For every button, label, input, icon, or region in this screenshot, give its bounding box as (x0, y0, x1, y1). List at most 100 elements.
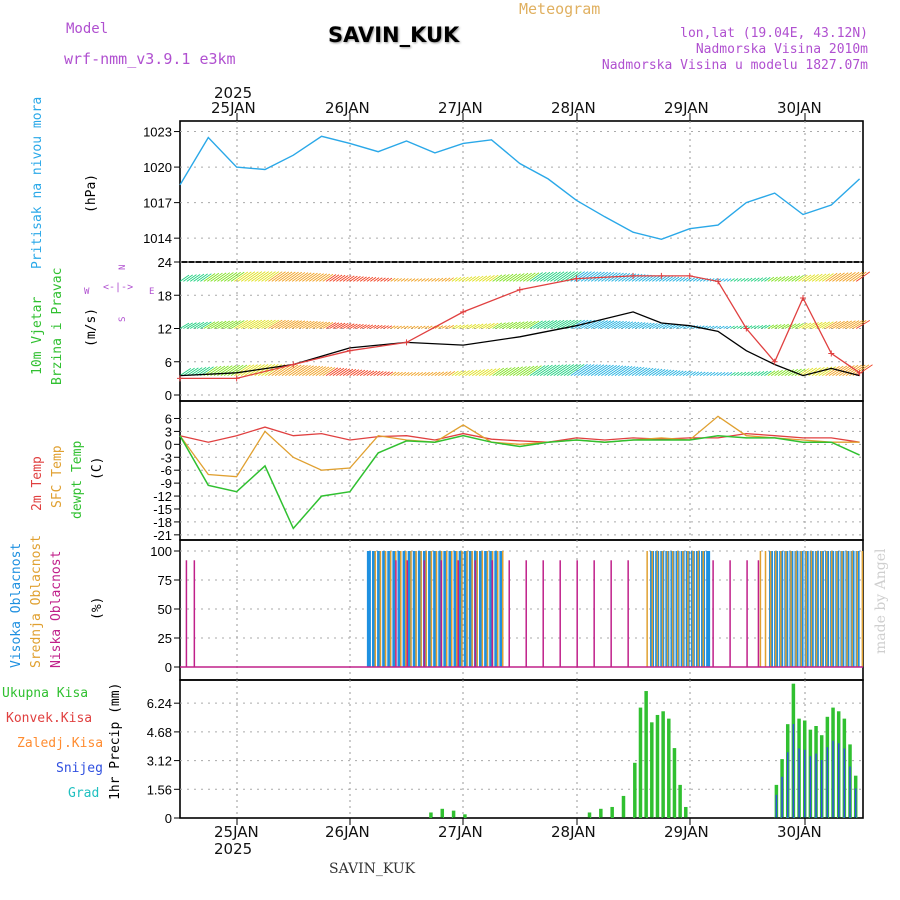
wind-barb (689, 371, 696, 376)
wind-barb (777, 323, 786, 329)
precip-snow-bar (786, 752, 789, 818)
cloud-high-bar (407, 551, 412, 667)
wind-barb (604, 320, 618, 329)
wind-barb (553, 271, 568, 282)
wind-barb (444, 325, 451, 329)
wind-barb (516, 272, 529, 282)
wind-barb (563, 364, 582, 376)
wind-barb (485, 368, 497, 376)
bottom-day-28jan: 28JAN (551, 823, 596, 841)
wind-barb (754, 371, 761, 376)
wind-barb (488, 274, 499, 282)
wind-barb (655, 275, 664, 282)
wind-barb (271, 319, 286, 329)
wind-barb (787, 368, 799, 376)
precip-total-bar (672, 748, 677, 818)
wind-barb (590, 364, 608, 376)
wind-barb (607, 365, 624, 376)
wind-barb (624, 273, 637, 282)
wind-barb (686, 371, 693, 376)
cloud-mid-bar (697, 551, 699, 667)
wind-barb (730, 325, 735, 329)
wind-barb (319, 273, 331, 282)
y-tick-label: 1014 (143, 231, 172, 246)
wind-barb (186, 367, 199, 376)
wind-barb (475, 275, 484, 282)
wind-barb (560, 271, 575, 282)
wind-barb (380, 277, 386, 282)
wind-barb (363, 276, 370, 282)
wind-barb (461, 324, 469, 329)
wind-barb (444, 371, 452, 376)
wind-barb (709, 371, 716, 376)
wind-barb (597, 320, 612, 329)
cloud-high-bar (463, 551, 468, 667)
wind-barb (757, 370, 765, 376)
wind-barb (526, 320, 540, 329)
wind-barb (550, 364, 568, 376)
wind-barb (230, 271, 245, 282)
wind-barb (288, 320, 302, 329)
wind-barb (733, 371, 740, 376)
wind-barb (295, 272, 309, 282)
wind-barb (781, 369, 791, 376)
wind-barb (771, 324, 778, 329)
bottom-day-27jan: 27JAN (438, 823, 483, 841)
wind-barb (223, 320, 238, 329)
wind-barb (349, 275, 358, 282)
cloud-mid-bar (405, 551, 407, 667)
wind-barb (353, 323, 361, 329)
cloud-low-bar (457, 560, 460, 667)
wind-barb (757, 277, 764, 282)
wind-barb (492, 274, 503, 282)
wind-barb (553, 364, 571, 376)
wind-barb (441, 325, 447, 329)
y-tick-label: 12 (158, 322, 172, 337)
wind-barb (855, 271, 871, 282)
wind-barb (220, 272, 234, 282)
wind-barb (346, 368, 357, 376)
wind-barb (726, 325, 732, 329)
wind-barb (274, 364, 292, 376)
wind-barb (346, 323, 355, 329)
wind-barb (641, 322, 652, 329)
cloud-mid-bar (800, 551, 802, 667)
wind-barb (720, 372, 726, 376)
wind-barb (587, 271, 602, 282)
wind-barb (798, 274, 808, 282)
wind-barb (553, 319, 568, 329)
wind-barb (570, 319, 585, 329)
wind-barb (363, 370, 372, 376)
bottom-day-30jan: 30JAN (777, 823, 822, 841)
cloud-mid-bar (795, 551, 797, 667)
wind-barb (672, 324, 680, 329)
wind-barb (376, 324, 383, 329)
wind-barb (502, 273, 514, 282)
cloud-mid-bar (646, 551, 648, 667)
wind-barb (828, 272, 842, 282)
wind-barb (757, 324, 764, 329)
wind-barb (268, 271, 283, 282)
wind-barb (448, 324, 454, 329)
wind-barb (312, 321, 324, 329)
precip-snow-bar (854, 788, 857, 818)
wind-barb (764, 324, 771, 329)
wind-barb (750, 277, 756, 282)
wind-barb (271, 271, 286, 282)
wind-barb (855, 364, 873, 376)
wind-barb (302, 272, 315, 282)
wind-barb (594, 364, 611, 376)
wind-barb (230, 320, 245, 329)
wind-barb (838, 320, 853, 329)
wind-barb (370, 277, 377, 282)
wind-barb (665, 323, 674, 329)
legend-grad: Grad (68, 786, 100, 801)
wind-barb (285, 364, 302, 376)
wind-barb (400, 278, 406, 282)
wind-barb (821, 366, 837, 376)
y-tick-label: 1023 (143, 125, 172, 140)
wind-barb (441, 371, 448, 376)
wind-barb (838, 272, 853, 282)
cloud-mid-bar (846, 551, 848, 667)
wind-barb (570, 364, 588, 376)
